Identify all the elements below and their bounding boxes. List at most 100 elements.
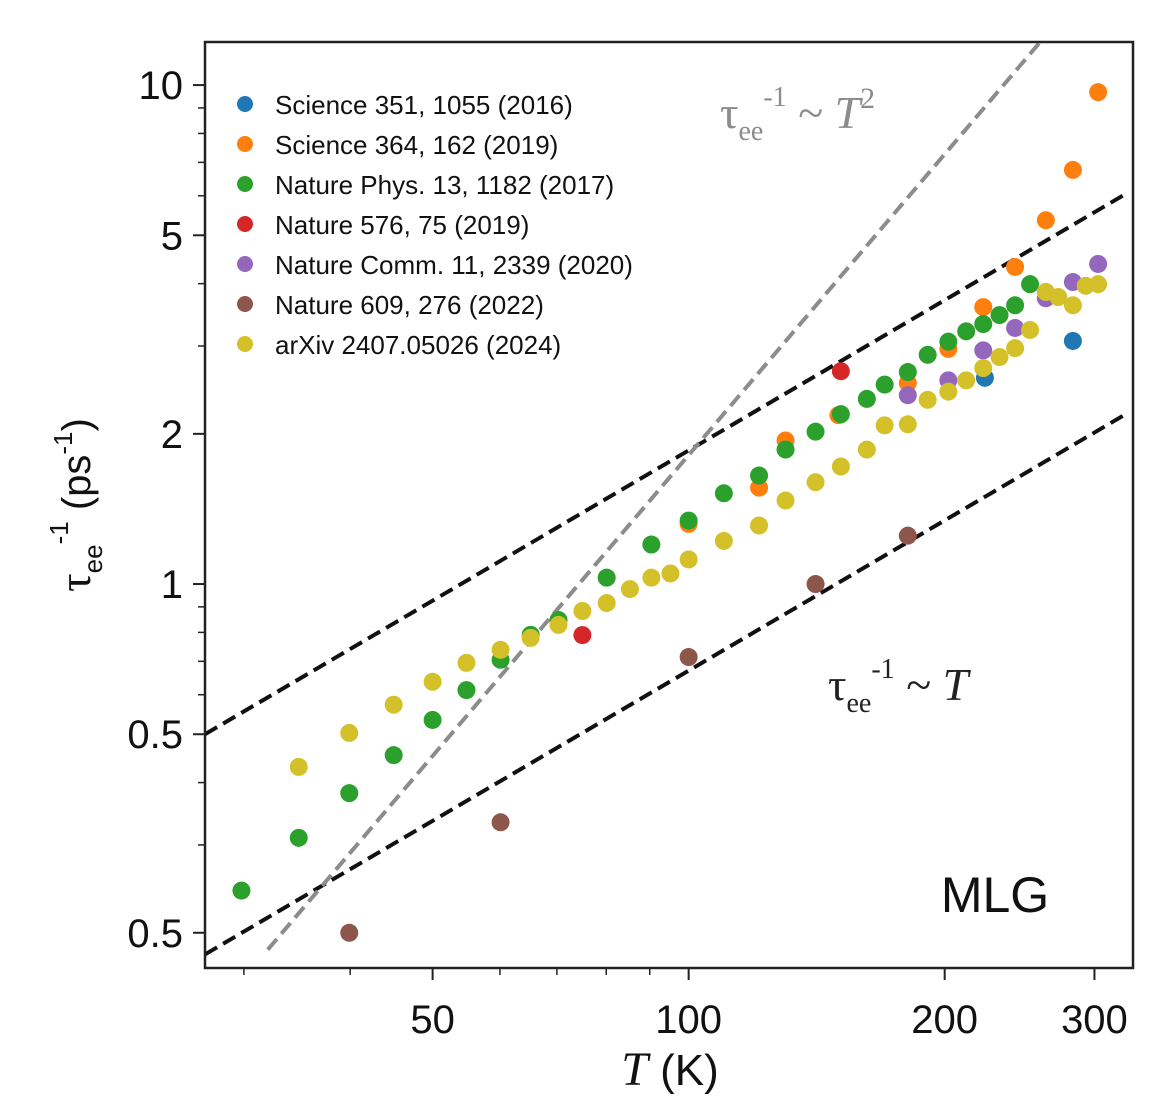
point — [776, 491, 795, 510]
point — [573, 601, 592, 620]
point — [1036, 211, 1055, 230]
label-part: ee — [78, 544, 108, 573]
point — [384, 695, 403, 714]
legend-marker — [237, 136, 253, 152]
legend-marker — [237, 296, 253, 312]
guide-line — [203, 191, 1129, 736]
guide-line — [266, 40, 1042, 951]
point — [597, 594, 616, 613]
point — [990, 306, 1009, 325]
point — [679, 511, 698, 530]
point — [573, 626, 592, 645]
legend-label: Science 351, 1055 (2016) — [275, 90, 573, 120]
point — [957, 371, 976, 390]
point — [806, 473, 825, 492]
legend-marker — [237, 176, 253, 192]
y-tick-label: 10 — [139, 64, 184, 108]
point — [457, 653, 476, 672]
x-axis-label: T (K) — [621, 1043, 719, 1096]
label-part: -1 — [44, 521, 74, 544]
point — [898, 526, 917, 545]
point — [1063, 331, 1082, 350]
label-part: (K) — [648, 1046, 719, 1095]
point — [974, 298, 993, 317]
point — [491, 640, 510, 659]
annotation-part: ee — [739, 116, 764, 147]
point — [831, 405, 850, 424]
point — [1006, 296, 1025, 315]
point — [957, 322, 976, 341]
point — [340, 784, 359, 803]
legend-label: Nature Phys. 13, 1182 (2017) — [275, 170, 614, 200]
point — [806, 422, 825, 441]
point — [679, 550, 698, 569]
annotation-part: ~ — [787, 87, 835, 138]
point — [714, 531, 733, 550]
point — [1006, 257, 1025, 276]
point — [898, 363, 917, 382]
x-tick-label: 200 — [911, 998, 978, 1042]
point — [857, 389, 876, 408]
point — [384, 746, 403, 765]
legend-label: Science 364, 162 (2019) — [275, 130, 558, 160]
legend-marker — [237, 256, 253, 272]
point — [831, 457, 850, 476]
label-part: -1 — [48, 431, 78, 454]
legend-label: Nature Comm. 11, 2339 (2020) — [275, 250, 633, 280]
legend-label: arXiv 2407.05026 (2024) — [275, 330, 561, 360]
plot-frame — [203, 40, 1135, 970]
y-axis-label: τee-1 (ps-1) — [44, 418, 108, 592]
point — [974, 359, 993, 378]
y-tick-label: 0.5 — [127, 912, 183, 956]
annotation: τee-1 ~ T — [828, 654, 972, 719]
point — [597, 568, 616, 587]
annotation-part: -1 — [763, 82, 786, 113]
point — [423, 672, 442, 691]
point — [898, 386, 917, 405]
legend-marker — [237, 336, 253, 352]
legend-marker — [237, 216, 253, 232]
point — [1089, 254, 1108, 273]
point — [642, 535, 661, 554]
point — [750, 516, 769, 535]
point — [521, 628, 540, 647]
point — [831, 362, 850, 381]
label-part: T — [621, 1043, 651, 1096]
point — [974, 315, 993, 334]
point — [1021, 320, 1040, 339]
label-part: τ — [49, 573, 100, 592]
annotation-part: 2 — [860, 82, 875, 115]
x-tick-label: 300 — [1061, 998, 1128, 1042]
point — [875, 375, 894, 394]
point — [990, 348, 1009, 367]
point — [918, 390, 937, 409]
point — [714, 484, 733, 503]
point — [1006, 339, 1025, 358]
y-tick-label: 2 — [161, 413, 183, 457]
y-tick-label: 0.5 — [127, 713, 183, 757]
point — [1089, 83, 1108, 102]
label-part: ) — [55, 418, 99, 431]
point — [491, 813, 510, 832]
point — [232, 881, 251, 900]
point — [549, 615, 568, 634]
legend-label: Nature 576, 75 (2019) — [275, 210, 529, 240]
x-tick-label: 50 — [410, 998, 455, 1042]
point — [1089, 275, 1108, 294]
annotation-part: T — [835, 87, 864, 138]
x-tick-label: 100 — [655, 998, 722, 1042]
annotation-part: τ — [828, 659, 847, 710]
annotation-part: T — [943, 659, 972, 710]
point — [289, 757, 308, 776]
point — [289, 828, 308, 847]
point — [875, 416, 894, 435]
point — [939, 382, 958, 401]
label-part: (ps — [55, 455, 99, 522]
legend-label: Nature 609, 276 (2022) — [275, 290, 544, 320]
point — [806, 575, 825, 594]
point — [974, 341, 993, 360]
annotation-part: ee — [847, 688, 872, 719]
point — [661, 564, 680, 583]
point — [1006, 318, 1025, 337]
